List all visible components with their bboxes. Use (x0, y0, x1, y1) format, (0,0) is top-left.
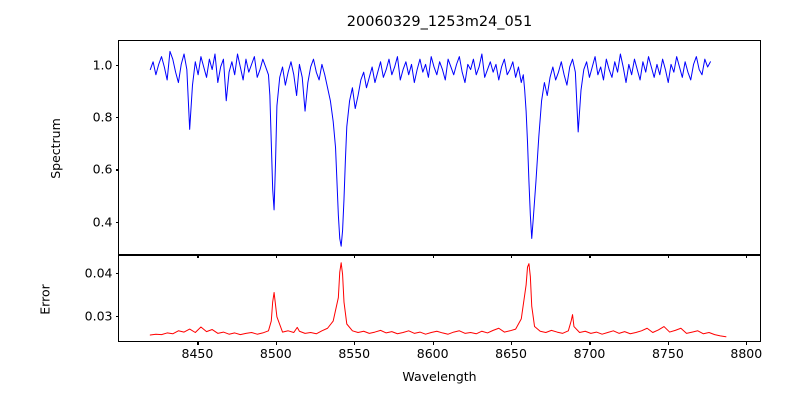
y-tick-label: 0.6 (92, 161, 113, 177)
x-tick-label: 8700 (573, 346, 606, 361)
spectrum-line-series (119, 41, 760, 254)
y-tick-mark (115, 221, 119, 223)
x-tick-label: 8450 (181, 346, 214, 361)
y-tick-label: 0.03 (84, 308, 113, 324)
x-tick-mark (275, 341, 277, 345)
x-tick-label: 8650 (495, 346, 527, 361)
x-tick-mark (589, 341, 591, 345)
x-tick-mark (197, 341, 199, 345)
y-tick-mark (115, 316, 119, 318)
x-tick-label: 8750 (651, 346, 684, 361)
figure-title: 20060329_1253m24_051 (346, 14, 533, 30)
x-axis-label: Wavelength (402, 369, 477, 384)
x-tick-label: 8550 (338, 346, 371, 361)
error-plot-area: Error 0.03 0.04 8450 8500 8550 8600 8650 8700 8… (38, 255, 762, 361)
x-tick-label: 8800 (730, 346, 763, 361)
x-tick-mark (354, 341, 356, 345)
y-tick-label: 0.8 (92, 109, 113, 125)
y-tick-label: 0.04 (84, 265, 113, 281)
data-line (150, 51, 710, 246)
spectrum-y-axis-label: Spectrum (47, 118, 63, 179)
x-tick-mark (746, 341, 748, 345)
y-tick-mark (115, 272, 119, 274)
y-tick-mark (115, 117, 119, 119)
x-tick-mark (432, 341, 434, 345)
error-line-series (119, 256, 760, 341)
y-tick-mark (115, 169, 119, 171)
y-tick-label: 0.4 (92, 214, 113, 230)
spectrum-plot-area: Spectrum 0.4 0.6 0.8 1.0 (48, 40, 761, 258)
y-tick-mark (115, 64, 119, 66)
x-tick-label: 8600 (416, 346, 449, 361)
error-y-axis-label: Error (37, 284, 53, 315)
x-tick-label: 8500 (259, 346, 292, 361)
x-tick-mark (667, 341, 669, 345)
x-tick-mark (511, 341, 513, 345)
data-line (150, 263, 726, 337)
y-tick-label: 1.0 (92, 57, 113, 73)
